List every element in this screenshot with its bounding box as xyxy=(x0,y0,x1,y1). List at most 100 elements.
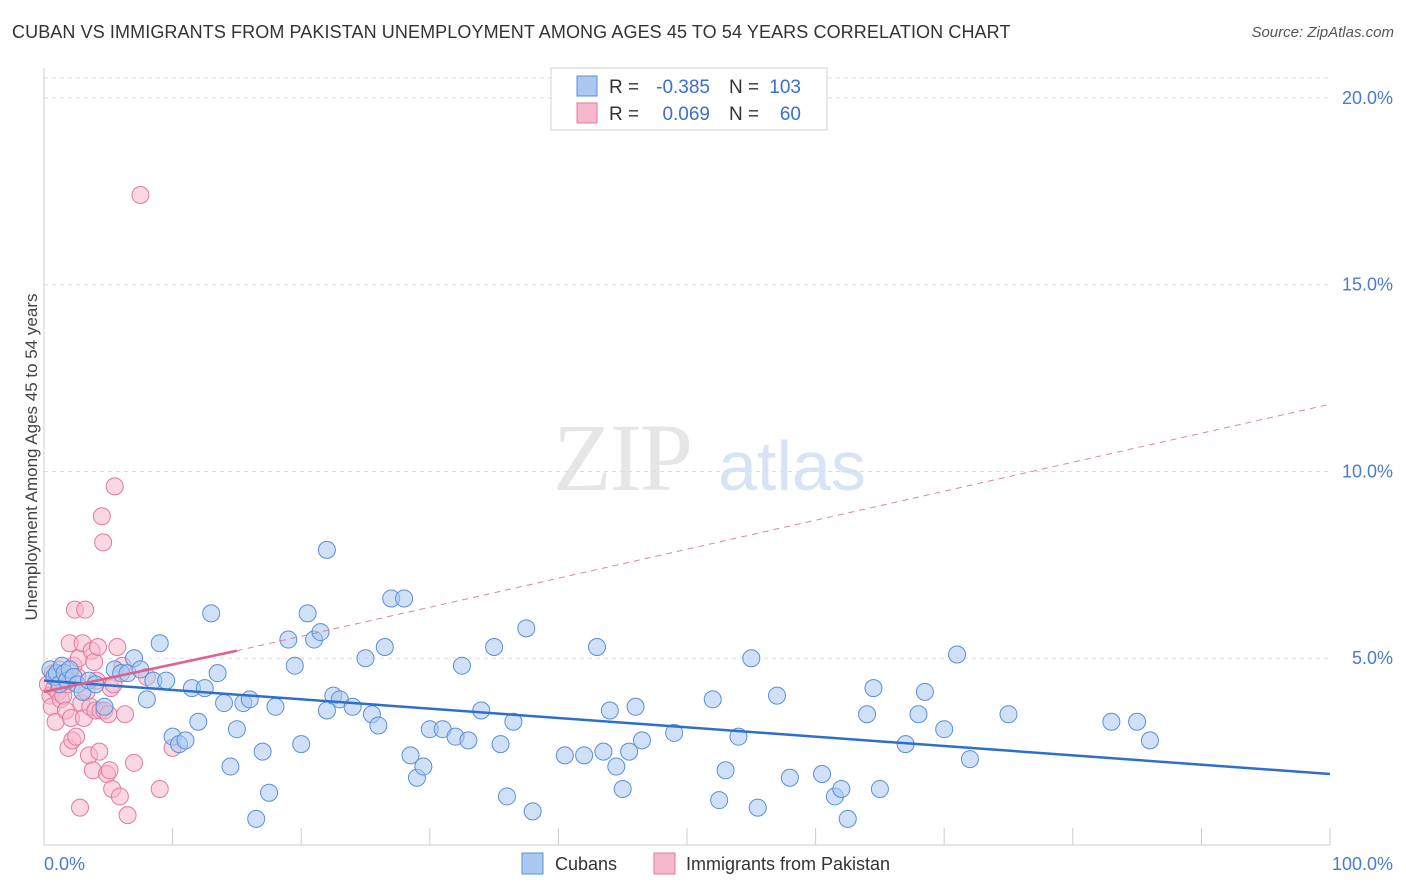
cubans-point xyxy=(909,705,928,724)
cubans-point xyxy=(491,735,510,754)
cubans-point xyxy=(485,638,504,657)
y-axis-title: Unemployment Among Ages 45 to 54 years xyxy=(22,294,41,621)
pakistan-point xyxy=(150,779,169,798)
cubans-point xyxy=(375,638,394,657)
cubans-point xyxy=(703,690,722,709)
cubans-point xyxy=(1102,712,1121,731)
cubans-point xyxy=(298,604,317,623)
y-tick-label: 5.0% xyxy=(1352,648,1393,668)
cubans-point xyxy=(948,645,967,664)
cubans-point xyxy=(613,779,632,798)
pink-trend-line xyxy=(43,649,238,694)
pakistan-point xyxy=(131,186,150,205)
cubans-point xyxy=(665,723,684,742)
pakistan-point xyxy=(67,727,86,746)
cubans-point xyxy=(202,604,221,623)
cubans-point xyxy=(915,682,934,701)
cubans-point xyxy=(607,757,626,776)
x-tick-label-min: 0.0% xyxy=(44,854,85,874)
cubans-point xyxy=(292,735,311,754)
cubans-point xyxy=(221,757,240,776)
trend-lines xyxy=(43,403,1331,776)
cubans-point xyxy=(343,697,362,716)
pakistan-point xyxy=(108,638,127,657)
cubans-point xyxy=(472,701,491,720)
gridlines xyxy=(44,77,1330,659)
cubans-point xyxy=(279,630,298,649)
pakistan-point xyxy=(76,600,95,619)
cubans-point xyxy=(1140,731,1159,750)
x-ticks xyxy=(172,828,1331,845)
cubans-point xyxy=(935,720,954,739)
legend-pink-r-label: R = xyxy=(609,104,639,125)
blue-trend-line xyxy=(43,679,1331,776)
series-legend: Cubans Immigrants from Pakistan xyxy=(521,852,890,875)
y-tick-label: 15.0% xyxy=(1342,275,1393,295)
cubans-point xyxy=(176,731,195,750)
cubans-point xyxy=(459,731,478,750)
cubans-point xyxy=(240,690,259,709)
legend-blue-n-label: N = xyxy=(729,77,759,98)
legend-pink-n-value: 60 xyxy=(780,104,801,125)
cubans-point xyxy=(208,664,227,683)
pakistan-point xyxy=(116,705,135,724)
bottom-legend-swatch-pakistan xyxy=(653,852,676,875)
cubans-point xyxy=(247,809,266,828)
cubans-point xyxy=(189,712,208,731)
source-credit: Source: ZipAtlas.com xyxy=(1251,24,1394,41)
cubans-point xyxy=(215,694,234,713)
pakistan-point xyxy=(100,761,119,780)
cubans-point xyxy=(356,649,375,668)
blue-series-points xyxy=(41,540,1159,828)
pakistan-point xyxy=(71,798,90,817)
cubans-point xyxy=(960,750,979,769)
cubans-point xyxy=(260,783,279,802)
cubans-point xyxy=(864,679,883,698)
pink-series-points xyxy=(38,186,182,825)
cubans-point xyxy=(620,742,639,761)
pakistan-point xyxy=(105,477,124,496)
y-tick-label: 10.0% xyxy=(1342,461,1393,481)
cubans-point xyxy=(150,634,169,653)
bottom-legend-label-pakistan: Immigrants from Pakistan xyxy=(686,854,890,874)
cubans-point xyxy=(369,716,388,735)
cubans-point xyxy=(523,802,542,821)
cubans-point xyxy=(742,649,761,668)
cubans-point xyxy=(858,705,877,724)
cubans-point xyxy=(1128,712,1147,731)
cubans-point xyxy=(253,742,272,761)
chart-title: CUBAN VS IMMIGRANTS FROM PAKISTAN UNEMPL… xyxy=(12,22,1011,42)
cubans-point xyxy=(632,731,651,750)
cubans-point xyxy=(452,656,471,675)
cubans-point xyxy=(266,697,285,716)
cubans-point xyxy=(311,623,330,642)
cubans-point xyxy=(748,798,767,817)
cubans-point xyxy=(832,779,851,798)
pakistan-point xyxy=(118,806,137,825)
bottom-legend-label-cubans: Cubans xyxy=(555,854,617,874)
cubans-point xyxy=(504,712,523,731)
cubans-point xyxy=(813,765,832,784)
cubans-point xyxy=(555,746,574,765)
cubans-point xyxy=(517,619,536,638)
cubans-point xyxy=(227,720,246,739)
pakistan-point xyxy=(92,507,111,526)
cubans-point xyxy=(999,705,1018,724)
cubans-point xyxy=(497,787,516,806)
cubans-point xyxy=(157,671,176,690)
legend-swatch-blue xyxy=(576,75,598,97)
cubans-point xyxy=(780,768,799,787)
cubans-point xyxy=(317,540,336,559)
watermark-atlas: atlas xyxy=(718,427,866,505)
cubans-point xyxy=(285,656,304,675)
pakistan-point xyxy=(94,533,113,552)
cubans-point xyxy=(414,757,433,776)
cubans-point xyxy=(716,761,735,780)
cubans-point xyxy=(575,746,594,765)
pakistan-point xyxy=(89,638,108,657)
stats-legend: R = -0.385 N = 103 R = 0.069 N = 60 xyxy=(550,67,828,131)
cubans-point xyxy=(395,589,414,608)
cubans-point xyxy=(710,791,729,810)
y-tick-labels: 5.0% 10.0% 15.0% 20.0% xyxy=(1342,88,1393,668)
bottom-legend-swatch-cubans xyxy=(521,852,544,875)
